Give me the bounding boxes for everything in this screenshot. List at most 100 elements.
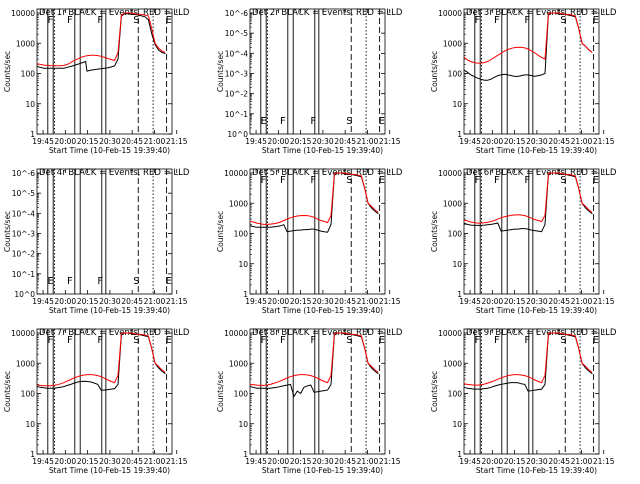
y-tick-label: 1000 (229, 359, 248, 368)
y-axis-label: Counts/sec (3, 211, 12, 252)
y-tick-label: 10000 (224, 169, 248, 178)
y-tick-label: 1000 (443, 199, 462, 208)
marker-label: F (47, 15, 53, 26)
x-tick-label: 21:15 (379, 297, 401, 306)
marker-label: F (494, 335, 500, 346)
y-tick-label: 100 (448, 390, 463, 399)
events-series-line (463, 172, 593, 233)
marker-label: F (67, 276, 73, 287)
y-tick-label: 10^-4 (12, 209, 36, 218)
y-axis-label: Counts/sec (216, 371, 225, 412)
marker-label: F (524, 175, 530, 186)
x-tick-label: 21:00 (571, 137, 593, 146)
x-tick-label: 20:30 (526, 137, 548, 146)
x-tick-label: 21:15 (166, 297, 188, 306)
x-tick-label: 20:00 (55, 297, 77, 306)
x-tick-label: 20:30 (312, 137, 334, 146)
marker-label: E (593, 15, 599, 26)
y-tick-label: 1 (457, 290, 462, 299)
panel-title: Det 3r BLACK = Events, RED = LLD (466, 8, 617, 18)
marker-label: F (280, 335, 286, 346)
x-tick-label: 19:45 (459, 297, 481, 306)
y-tick-label: 10^-3 (12, 230, 36, 239)
panel-4: Det 4r BLACK = Events, RED = LLD 10^0 10^-… (3, 168, 190, 315)
panel-title: Det 1r BLACK = Events, RED = LLD (39, 8, 190, 18)
marker-label: F (67, 15, 73, 26)
marker-label: F (97, 335, 103, 346)
y-tick-label: 10^-1 (225, 110, 249, 119)
y-tick-label: 100 (21, 70, 36, 79)
y-tick-label: 100 (448, 230, 463, 239)
y-tick-label: 10^0 (227, 130, 248, 139)
x-tick-label: 20:00 (55, 137, 77, 146)
x-axis-label: Start Time (10-Feb-15 19:39:40) (476, 306, 597, 315)
y-tick-label: 10^-2 (12, 250, 36, 259)
y-tick-label: 1 (30, 130, 35, 139)
x-tick-label: 20:45 (334, 137, 356, 146)
y-tick-label: 10 (25, 100, 35, 109)
x-tick-label: 20:00 (482, 297, 504, 306)
marker-label: F (280, 116, 286, 127)
y-tick-label: 10^-5 (12, 189, 36, 198)
x-axis-label: Start Time (10-Feb-15 19:39:40) (262, 466, 383, 475)
x-axis-label: Start Time (10-Feb-15 19:39:40) (49, 146, 170, 155)
y-axis-label: Counts/sec (216, 51, 225, 92)
y-axis-label: Counts/sec (430, 211, 439, 252)
x-tick-label: 19:45 (245, 137, 267, 146)
x-tick-label: 20:15 (504, 297, 526, 306)
panel-9: Det 9r BLACK = Events, RED = LLD 1 10 100 10… (430, 328, 617, 475)
y-axis-label: Counts/sec (3, 51, 12, 92)
lld-series-line (463, 172, 593, 224)
events-series-line (249, 172, 379, 233)
plot-frame (36, 328, 173, 455)
panel-2: Det 2r BLACK = Events, RED = LLD 10^0 10^-… (216, 8, 403, 155)
plot-frame (463, 168, 600, 295)
events-series-line (463, 12, 593, 81)
marker-label: E (379, 175, 385, 186)
x-tick-label: 21:15 (166, 137, 188, 146)
x-tick-label: 20:30 (526, 457, 548, 466)
lld-series-line (36, 332, 166, 387)
marker-label: F (524, 15, 530, 26)
x-tick-label: 21:00 (571, 297, 593, 306)
x-tick-label: 20:00 (482, 137, 504, 146)
y-tick-label: 10000 (224, 329, 248, 338)
plot-frame (463, 8, 600, 135)
y-tick-label: 10^-1 (12, 270, 36, 279)
lld-series-line (249, 172, 379, 225)
y-tick-label: 1 (457, 450, 462, 459)
y-tick-label: 10^-6 (225, 9, 249, 18)
events-series-line (463, 332, 593, 392)
marker-label: F (310, 335, 316, 346)
plot-frame (463, 328, 600, 455)
y-axis-label: Counts/sec (430, 371, 439, 412)
marker-label: E (166, 276, 172, 287)
lld-series-line (463, 12, 593, 64)
y-tick-label: 1000 (443, 359, 462, 368)
x-axis-label: Start Time (10-Feb-15 19:39:40) (476, 466, 597, 475)
plot-frame (36, 8, 173, 135)
lld-series-line (463, 332, 593, 386)
x-tick-label: 21:15 (379, 137, 401, 146)
marker-label: S (560, 15, 566, 26)
marker-label: E (379, 116, 385, 127)
x-tick-label: 19:45 (32, 297, 54, 306)
events-series-line (36, 13, 166, 72)
panel-1: Det 1r BLACK = Events, RED = LLD 1 10 100 10… (3, 8, 190, 155)
panel-8: Det 8r BLACK = Events, RED = LLD 1 10 100 10… (216, 328, 403, 475)
x-tick-label: 20:30 (99, 297, 121, 306)
x-tick-label: 21:00 (144, 137, 166, 146)
x-tick-label: 21:00 (144, 297, 166, 306)
plot-frame (249, 328, 386, 455)
marker-label: E (47, 276, 53, 287)
x-tick-label: 20:45 (334, 297, 356, 306)
marker-label: S (133, 15, 139, 26)
y-tick-label: 1000 (443, 39, 462, 48)
marker-label: F (280, 175, 286, 186)
events-series-line (249, 332, 379, 398)
marker-label: S (560, 175, 566, 186)
x-tick-label: 19:45 (245, 457, 267, 466)
panel-title: Det 9r BLACK = Events, RED = LLD (466, 328, 617, 338)
